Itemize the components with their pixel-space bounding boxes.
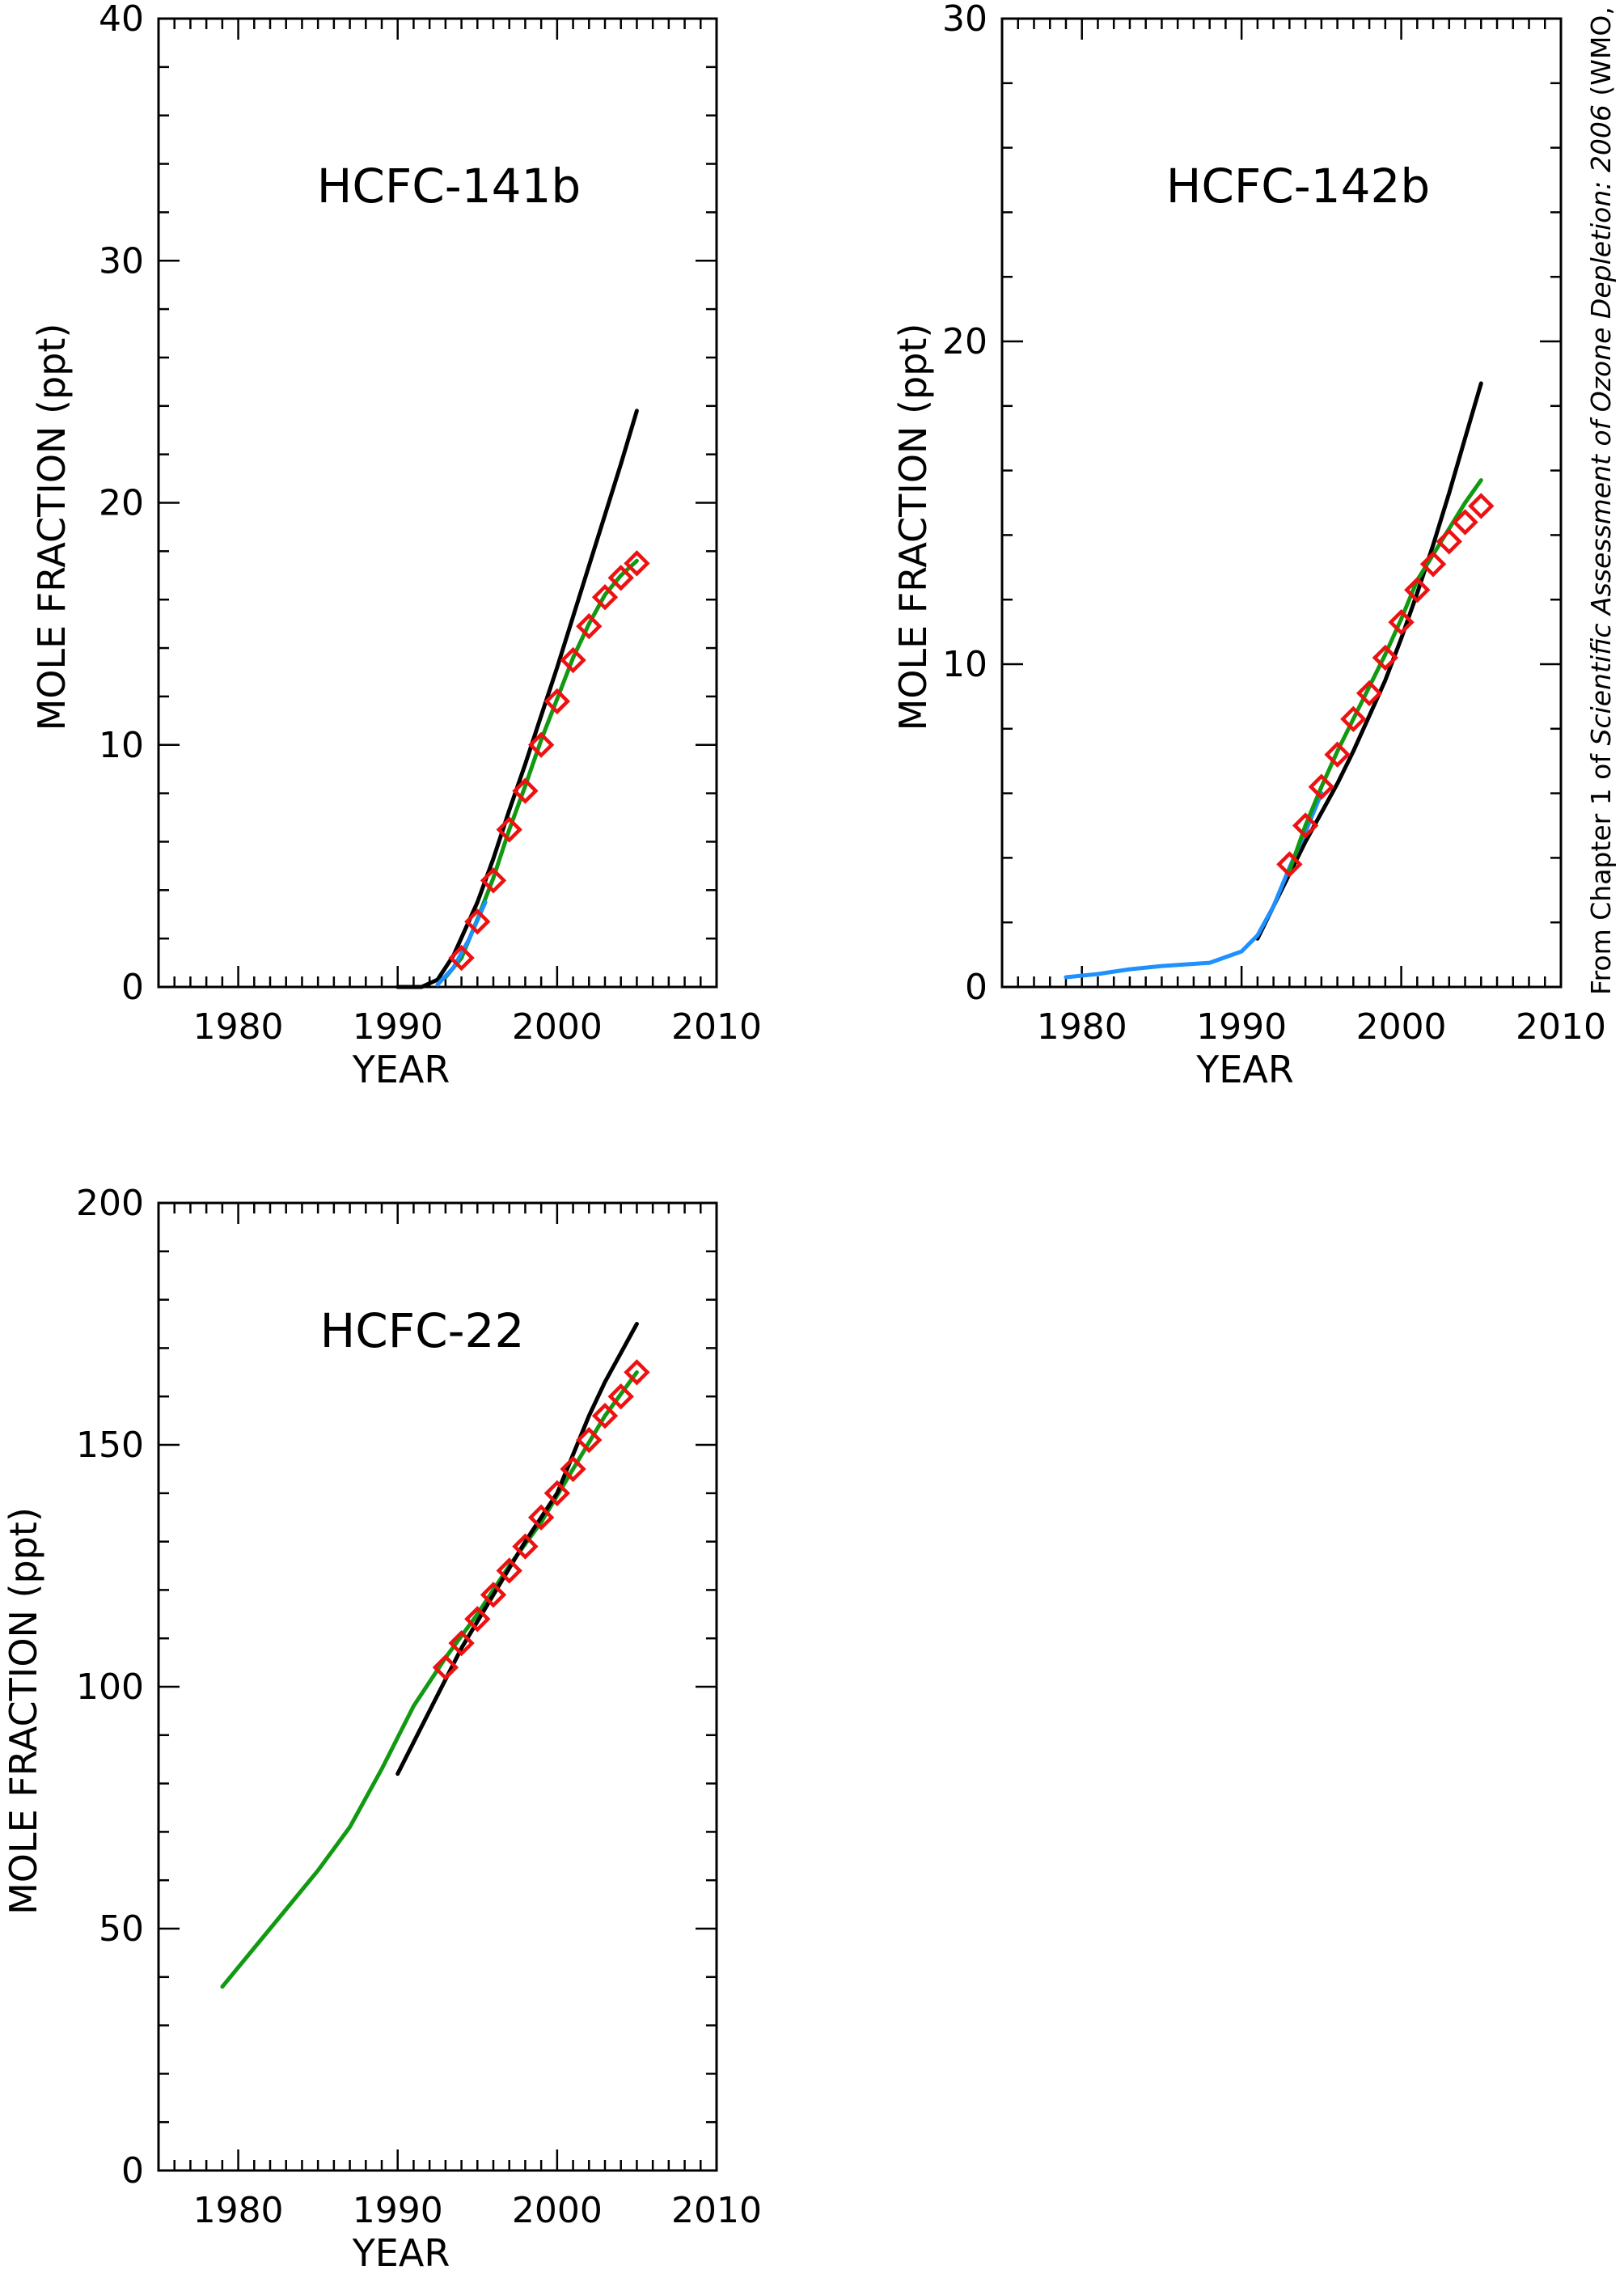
data-point-diamond: [624, 550, 650, 577]
series-line-black: [1255, 381, 1483, 941]
data-point-diamond: [1292, 812, 1319, 839]
chart-panel-3: 1980 1990 2000 2010 0 50 100 150 200 YEAR MOLE FRA…: [2, 1183, 762, 2275]
x-tick-label: 2000: [1356, 1006, 1447, 1048]
chart-panel-1: 1980 1990 2000 2010 0 10 20 30 40 YEAR MOLE FRACTI…: [30, 0, 762, 1091]
data-point-diamond: [543, 1480, 571, 1506]
chart-panel-2: 1980 1990 2000 2010 0 10 20 30 YEAR MOLE FRACTION…: [891, 0, 1606, 1091]
x-tick-label: 1980: [193, 1006, 284, 1048]
credit-publication: Scientific Assessment of Ozone Depletion…: [1585, 104, 1617, 746]
y-tick-label: 20: [99, 483, 144, 524]
data-point-diamond: [1436, 528, 1462, 555]
data-point-diamond: [1355, 680, 1383, 707]
data-point-diamond: [1340, 705, 1367, 733]
x-tick-label: 2010: [671, 2190, 762, 2231]
data-point-diamond: [496, 816, 522, 843]
data-point-diamond: [591, 584, 619, 611]
series-line-blue: [435, 900, 488, 987]
y-tick-label: 150: [76, 1425, 144, 1466]
credit-prefix: From Chapter 1 of: [1585, 745, 1617, 995]
y-axis-title: MOLE FRACTION (ppt): [30, 324, 74, 731]
data-point-diamond: [448, 1629, 475, 1657]
data-point-diamond: [464, 1606, 491, 1633]
data-point-diamond: [527, 1504, 555, 1531]
data-point-diamond: [1308, 773, 1335, 800]
data-point-diamond: [1276, 851, 1303, 878]
plot-frame: [1000, 17, 1563, 989]
y-tick-label: 0: [121, 2150, 144, 2192]
data-point-diamond: [480, 867, 507, 894]
data-point-diamond: [591, 1402, 619, 1429]
y-tick-label: 0: [121, 967, 144, 1008]
y-tick-label: 10: [99, 725, 144, 766]
x-tick-label: 1990: [353, 1006, 443, 1048]
source-credit: From Chapter 1 of Scientific Assessment …: [1579, 0, 1624, 995]
y-tick-label: 100: [76, 1667, 144, 1708]
data-point-diamond: [464, 908, 491, 935]
data-point-diamond: [607, 1383, 634, 1410]
y-tick-label: 20: [942, 321, 988, 362]
data-point-diamond: [512, 1533, 539, 1560]
chart-title: HCFC-142b: [1166, 159, 1430, 214]
data-point-diamond: [1452, 509, 1478, 536]
data-point-diamond: [1388, 608, 1415, 636]
y-tick-label: 50: [99, 1908, 144, 1950]
x-tick-label: 1980: [193, 2190, 284, 2231]
x-tick-label: 1990: [1196, 1006, 1287, 1048]
data-point-diamond: [1419, 551, 1447, 578]
x-tick-label: 2000: [512, 1006, 603, 1048]
chart-title: HCFC-22: [320, 1303, 525, 1358]
x-axis-title: YEAR: [1195, 1048, 1294, 1091]
credit-suffix: (WMO, 2007).: [1585, 0, 1617, 105]
data-point-diamond: [432, 1654, 459, 1681]
y-tick-label: 0: [965, 967, 988, 1008]
y-axis-title: MOLE FRACTION (ppt): [891, 324, 935, 731]
data-point-diamond: [560, 1455, 586, 1483]
y-tick-label: 30: [942, 0, 988, 40]
x-tick-label: 2000: [512, 2190, 603, 2231]
data-point-diamond: [576, 1426, 603, 1454]
data-point-diamond: [607, 565, 634, 591]
y-tick-label: 40: [99, 0, 144, 40]
data-point-diamond: [576, 612, 603, 640]
x-axis-title: YEAR: [352, 2231, 450, 2275]
x-axis-title: YEAR: [352, 1048, 450, 1091]
series-line-blue: [1064, 791, 1324, 980]
x-tick-label: 2010: [1516, 1006, 1606, 1048]
x-tick-label: 2010: [671, 1006, 762, 1048]
data-point-diamond: [624, 1359, 650, 1386]
y-tick-label: 10: [942, 644, 988, 685]
data-point-diamond: [1468, 493, 1495, 519]
data-point-diamond: [512, 777, 539, 804]
chart-title: HCFC-141b: [317, 159, 581, 214]
y-tick-label: 200: [76, 1183, 144, 1224]
data-point-diamond: [527, 731, 555, 758]
x-tick-label: 1990: [353, 2190, 443, 2231]
series-line-black: [395, 1322, 639, 1777]
series-line-black: [395, 409, 639, 989]
data-point-diamond: [1404, 577, 1431, 604]
data-point-diamond: [543, 688, 571, 715]
data-point-diamond: [480, 1582, 507, 1608]
data-point-diamond: [1324, 741, 1351, 768]
x-tick-label: 1980: [1037, 1006, 1127, 1048]
data-point-diamond: [448, 944, 475, 972]
data-point-diamond: [560, 646, 586, 674]
y-axis-title: MOLE FRACTION (ppt): [2, 1507, 45, 1915]
series-line-green: [220, 1370, 639, 1989]
y-tick-label: 30: [99, 240, 144, 282]
data-point-diamond: [1372, 644, 1399, 671]
data-point-diamond: [496, 1557, 522, 1584]
